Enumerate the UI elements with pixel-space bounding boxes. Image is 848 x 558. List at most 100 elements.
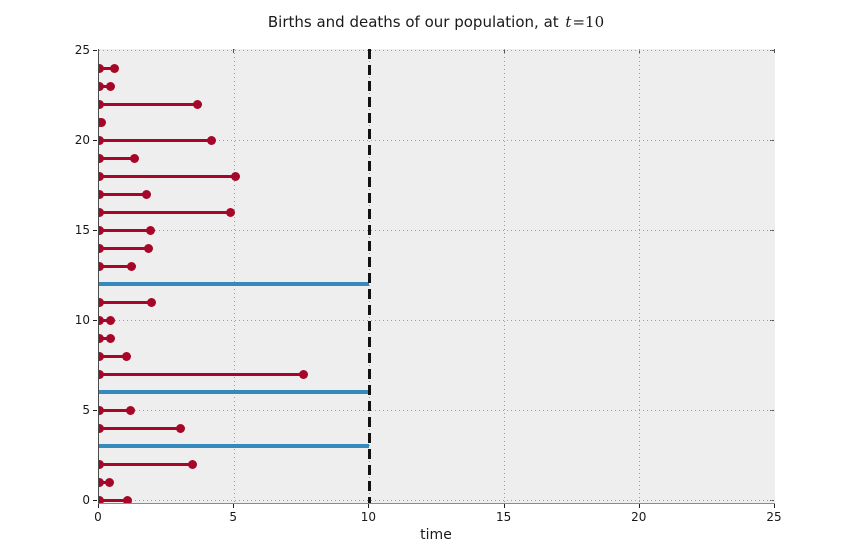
birth-marker-dot bbox=[99, 171, 104, 181]
x-tick-label: 10 bbox=[360, 510, 377, 524]
death-marker-dot bbox=[145, 225, 155, 235]
grid-line-horizontal bbox=[99, 50, 775, 51]
chart-title-math-var: t bbox=[565, 13, 572, 31]
grid-line-vertical bbox=[233, 49, 235, 503]
x-axis-label: time bbox=[420, 527, 452, 543]
death-marker-dot bbox=[105, 333, 115, 343]
birth-marker-dot bbox=[99, 63, 104, 73]
life-line-dead bbox=[99, 228, 151, 232]
life-line-dead bbox=[99, 102, 198, 106]
birth-marker-dot bbox=[99, 81, 104, 91]
death-marker-dot bbox=[188, 459, 198, 469]
y-tick-mark bbox=[93, 230, 97, 231]
birth-marker-dot bbox=[99, 99, 104, 109]
birth-marker-dot bbox=[99, 135, 104, 145]
death-marker-dot bbox=[176, 423, 186, 433]
life-line-dead bbox=[99, 84, 111, 88]
life-line-dead bbox=[99, 210, 231, 214]
x-tick-mark bbox=[638, 504, 640, 508]
death-marker-dot bbox=[230, 171, 240, 181]
x-tick-mark-top bbox=[98, 49, 99, 53]
y-tick-label: 10 bbox=[74, 313, 90, 327]
y-tick-mark bbox=[93, 320, 97, 321]
x-tick-mark bbox=[368, 504, 370, 508]
life-line-dead bbox=[99, 372, 304, 376]
birth-marker-dot bbox=[99, 369, 104, 379]
y-tick-label: 5 bbox=[82, 403, 90, 417]
birth-marker-dot bbox=[99, 333, 104, 343]
x-tick-label: 5 bbox=[229, 510, 237, 524]
chart-title: Births and deaths of our population, at … bbox=[98, 13, 774, 31]
x-tick-label: 20 bbox=[631, 510, 647, 524]
birth-marker-dot bbox=[99, 225, 104, 235]
death-marker-dot bbox=[106, 81, 116, 91]
death-marker-dot bbox=[110, 63, 120, 73]
death-marker-dot bbox=[129, 153, 139, 163]
birth-marker-dot bbox=[99, 261, 104, 271]
birth-marker-dot bbox=[99, 495, 104, 503]
y-tick-mark bbox=[93, 140, 97, 141]
chart-title-text: Births and deaths of our population, at bbox=[267, 13, 564, 31]
grid-line-horizontal bbox=[99, 140, 775, 141]
y-tick-label: 0 bbox=[82, 493, 90, 507]
death-marker-dot bbox=[127, 261, 137, 271]
grid-line-horizontal bbox=[99, 410, 775, 411]
birth-marker-dot bbox=[99, 477, 104, 487]
life-line-dead bbox=[99, 66, 115, 70]
life-line-dead bbox=[99, 156, 135, 160]
birth-marker-dot bbox=[99, 351, 104, 361]
birth-marker-dot bbox=[99, 207, 104, 217]
x-tick-label: 15 bbox=[495, 510, 512, 524]
grid-line-vertical bbox=[639, 49, 641, 503]
life-line-dead bbox=[99, 498, 128, 502]
death-marker-dot bbox=[105, 477, 115, 487]
death-marker-dot bbox=[123, 495, 133, 503]
grid-line-vertical bbox=[504, 49, 506, 503]
birth-marker-dot bbox=[99, 297, 104, 307]
life-line-dead bbox=[99, 138, 212, 142]
life-line-dead bbox=[99, 426, 181, 430]
y-tick-label: 15 bbox=[74, 223, 90, 237]
life-line-dead bbox=[99, 336, 111, 340]
x-tick-mark bbox=[98, 504, 99, 508]
y-tick-mark bbox=[93, 500, 97, 501]
y-tick-mark bbox=[93, 50, 97, 51]
grid-line-vertical bbox=[774, 49, 775, 503]
birth-marker-dot bbox=[99, 315, 104, 325]
x-tick-mark bbox=[774, 504, 775, 508]
x-tick-label: 25 bbox=[766, 510, 782, 524]
life-line-dead bbox=[99, 264, 132, 268]
grid-line-horizontal bbox=[99, 320, 775, 321]
birth-marker-dot bbox=[99, 243, 104, 253]
life-line-dead bbox=[99, 480, 110, 484]
death-marker-dot bbox=[143, 243, 153, 253]
birth-marker-dot bbox=[99, 117, 104, 127]
life-line-dead bbox=[99, 462, 193, 466]
life-line-dead bbox=[99, 246, 149, 250]
life-line-alive bbox=[99, 444, 370, 448]
life-line-alive bbox=[99, 390, 370, 394]
birth-marker-dot bbox=[99, 189, 104, 199]
life-line-alive bbox=[99, 282, 370, 286]
death-marker-dot bbox=[126, 405, 136, 415]
y-tick-label: 25 bbox=[74, 43, 90, 57]
death-marker-dot bbox=[226, 207, 236, 217]
y-tick-label: 20 bbox=[74, 133, 90, 147]
death-marker-dot bbox=[147, 297, 157, 307]
life-line-dead bbox=[99, 354, 127, 358]
life-line-dead bbox=[99, 318, 111, 322]
life-line-dead bbox=[99, 192, 147, 196]
birth-marker-dot bbox=[99, 423, 104, 433]
plot-area bbox=[98, 49, 775, 504]
death-marker-dot bbox=[207, 135, 217, 145]
current-time-dashed-line bbox=[367, 49, 371, 503]
y-tick-mark bbox=[93, 410, 97, 411]
death-marker-dot bbox=[122, 351, 132, 361]
death-marker-dot bbox=[105, 315, 115, 325]
death-marker-dot bbox=[142, 189, 152, 199]
x-tick-mark bbox=[503, 504, 505, 508]
x-tick-label: 0 bbox=[94, 510, 102, 524]
life-line-dead bbox=[99, 408, 131, 412]
death-marker-dot bbox=[299, 369, 309, 379]
